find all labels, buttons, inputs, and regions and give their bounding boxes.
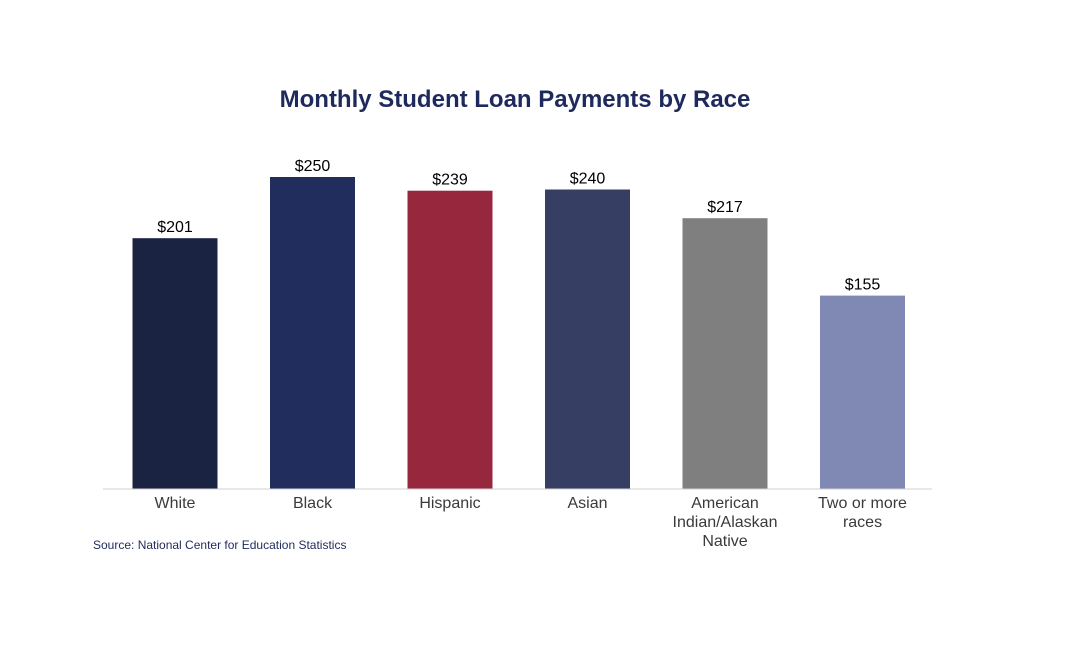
category-label: American Indian/Alaskan Native [673, 495, 778, 550]
category-label-line: American [691, 495, 759, 512]
bars-layer [132, 177, 905, 489]
category-label-line: Asian [567, 495, 607, 512]
category-label-line: Two or more [818, 495, 907, 512]
category-label-line: Black [293, 495, 333, 512]
category-label-line: Native [702, 533, 747, 550]
category-label-line: Indian/Alaskan [673, 514, 778, 531]
chart-title: Monthly Student Loan Payments by Race [279, 86, 751, 113]
data-label: $201 [157, 219, 193, 236]
bar [682, 218, 768, 489]
data-label: $250 [295, 158, 331, 175]
source-note: Source: National Center for Education St… [93, 538, 347, 552]
category-label: Two or more races [818, 495, 907, 531]
category-label: Asian [567, 495, 607, 512]
bar [545, 189, 630, 489]
bar [407, 190, 493, 489]
category-label: Hispanic [419, 495, 480, 512]
data-label: $240 [570, 171, 606, 188]
data-label: $155 [845, 277, 881, 294]
data-label: $239 [432, 172, 468, 189]
labels-layer: $201 White $250 Black $239 Hispanic $240 Asian $… [155, 158, 908, 550]
category-label-line: White [155, 495, 196, 512]
category-label: Black [293, 495, 333, 512]
category-label-line: Hispanic [419, 495, 480, 512]
data-label: $217 [707, 199, 743, 216]
bar [132, 238, 218, 489]
bar [270, 177, 355, 489]
category-label: White [155, 495, 196, 512]
category-label-line: races [843, 514, 882, 531]
bar [820, 295, 905, 489]
